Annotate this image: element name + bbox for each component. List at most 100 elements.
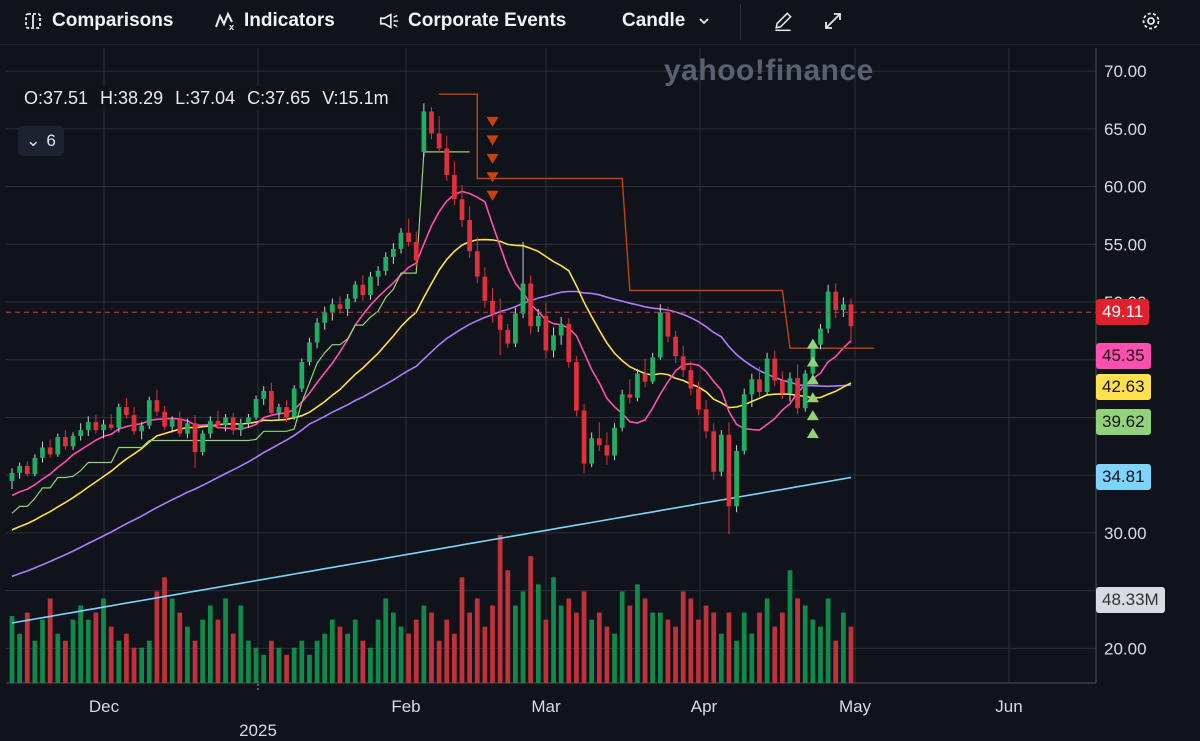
volume-bar <box>474 598 480 683</box>
candle-body <box>825 291 831 329</box>
stop-up-line <box>11 151 470 514</box>
volume-bar <box>467 612 473 683</box>
candle-body <box>551 335 556 351</box>
indicators-button[interactable]: x Indicators <box>214 10 335 32</box>
volume-bar <box>848 626 854 683</box>
volume-bar <box>604 626 610 683</box>
candle-body <box>657 312 663 358</box>
buy-signal-marker <box>806 338 819 349</box>
candle-body <box>818 328 823 345</box>
volume-bar <box>558 605 564 683</box>
chart-toolbar: Comparisons x Indicators Corporate Event… <box>0 0 1200 45</box>
fullscreen-button[interactable] <box>822 10 844 32</box>
candle-body <box>17 465 22 473</box>
ma-mid-line <box>11 238 852 531</box>
candle-body <box>566 323 572 363</box>
volume-bar <box>673 626 678 683</box>
sell-signal-marker <box>486 153 499 164</box>
candle-body <box>360 284 366 296</box>
yahoo-finance-watermark: yahoo!finance <box>664 54 874 87</box>
volume-bar <box>253 647 259 683</box>
volume-bar <box>528 556 534 683</box>
volume-bar <box>406 633 411 683</box>
volume-bar <box>108 626 114 683</box>
candle-body <box>93 422 99 431</box>
candle-body <box>162 411 167 427</box>
candle-body <box>421 111 427 152</box>
comparisons-button[interactable]: Comparisons <box>22 10 173 32</box>
volume-bar <box>78 605 84 683</box>
x-tick-label: Apr <box>691 697 718 716</box>
candle-body <box>596 438 602 446</box>
x-tick-label: Mar <box>531 697 561 716</box>
y-tick-label: 60.00 <box>1104 178 1147 197</box>
buy-signal-marker <box>806 356 819 367</box>
candle-body <box>726 434 732 507</box>
comparisons-label: Comparisons <box>52 10 174 31</box>
draw-button[interactable] <box>772 10 794 32</box>
volume-bar <box>680 591 686 683</box>
volume-bar <box>291 647 297 683</box>
candle-body <box>779 380 785 394</box>
volume-bar <box>787 570 793 683</box>
gear-icon <box>1140 10 1162 32</box>
candle-body <box>108 424 114 428</box>
volume-bar <box>596 612 602 683</box>
candle-body <box>734 450 739 507</box>
corporate-events-button[interactable]: Corporate Events <box>378 10 566 32</box>
volume-bar <box>810 619 816 683</box>
volume-bar <box>246 640 251 683</box>
volume-bar <box>413 619 419 683</box>
candle-body <box>284 407 289 418</box>
buy-signal-marker <box>806 392 819 403</box>
y-tick-label: 55.00 <box>1104 235 1147 254</box>
volume-bar <box>93 612 99 683</box>
volume-bar <box>589 619 595 683</box>
candle-body <box>70 435 76 447</box>
indicator-collapse-toggle[interactable]: ⌄ 6 <box>18 126 64 156</box>
candle-body <box>535 315 541 327</box>
candle-body <box>513 313 518 344</box>
volume-bar <box>63 640 68 683</box>
candle-body <box>352 284 358 299</box>
volume-bar <box>215 619 221 683</box>
volume-bar <box>566 598 572 683</box>
volume-bar <box>764 598 770 683</box>
candle-body <box>505 329 511 344</box>
price-tag: 42.63 <box>1096 374 1151 401</box>
candle-body <box>78 430 84 436</box>
volume-value: V:15.1m <box>322 88 389 108</box>
candle-body <box>680 356 686 371</box>
candle-body <box>40 447 45 458</box>
volume-bar <box>238 605 244 683</box>
candle-body <box>612 427 617 456</box>
candle-body <box>368 276 373 296</box>
price-tag: 49.11 <box>1096 299 1150 326</box>
candle-body <box>177 419 183 434</box>
candle-body <box>635 373 640 398</box>
sell-signal-marker <box>486 116 499 127</box>
candle-body <box>268 390 274 413</box>
volume-bar <box>124 633 129 683</box>
candle-body <box>116 407 122 428</box>
candle-body <box>223 417 228 426</box>
volume-bar <box>520 591 526 683</box>
ma-long-line <box>11 476 852 624</box>
volume-bar <box>574 612 579 683</box>
volume-bar <box>9 616 15 683</box>
candle-body <box>543 315 549 351</box>
candle-body <box>833 291 839 311</box>
settings-button[interactable] <box>1140 10 1162 32</box>
chart-type-dropdown[interactable]: Candle <box>622 10 715 32</box>
volume-bar <box>55 633 61 683</box>
candle-body <box>345 298 350 309</box>
candle-body <box>246 417 251 424</box>
volume-bar <box>772 626 778 683</box>
volume-bar <box>276 647 282 683</box>
candle-body <box>497 314 503 330</box>
sell-signal-marker <box>486 172 499 183</box>
sell-signal-marker <box>486 135 499 146</box>
volume-bar <box>169 598 175 683</box>
candle-body <box>795 378 800 409</box>
